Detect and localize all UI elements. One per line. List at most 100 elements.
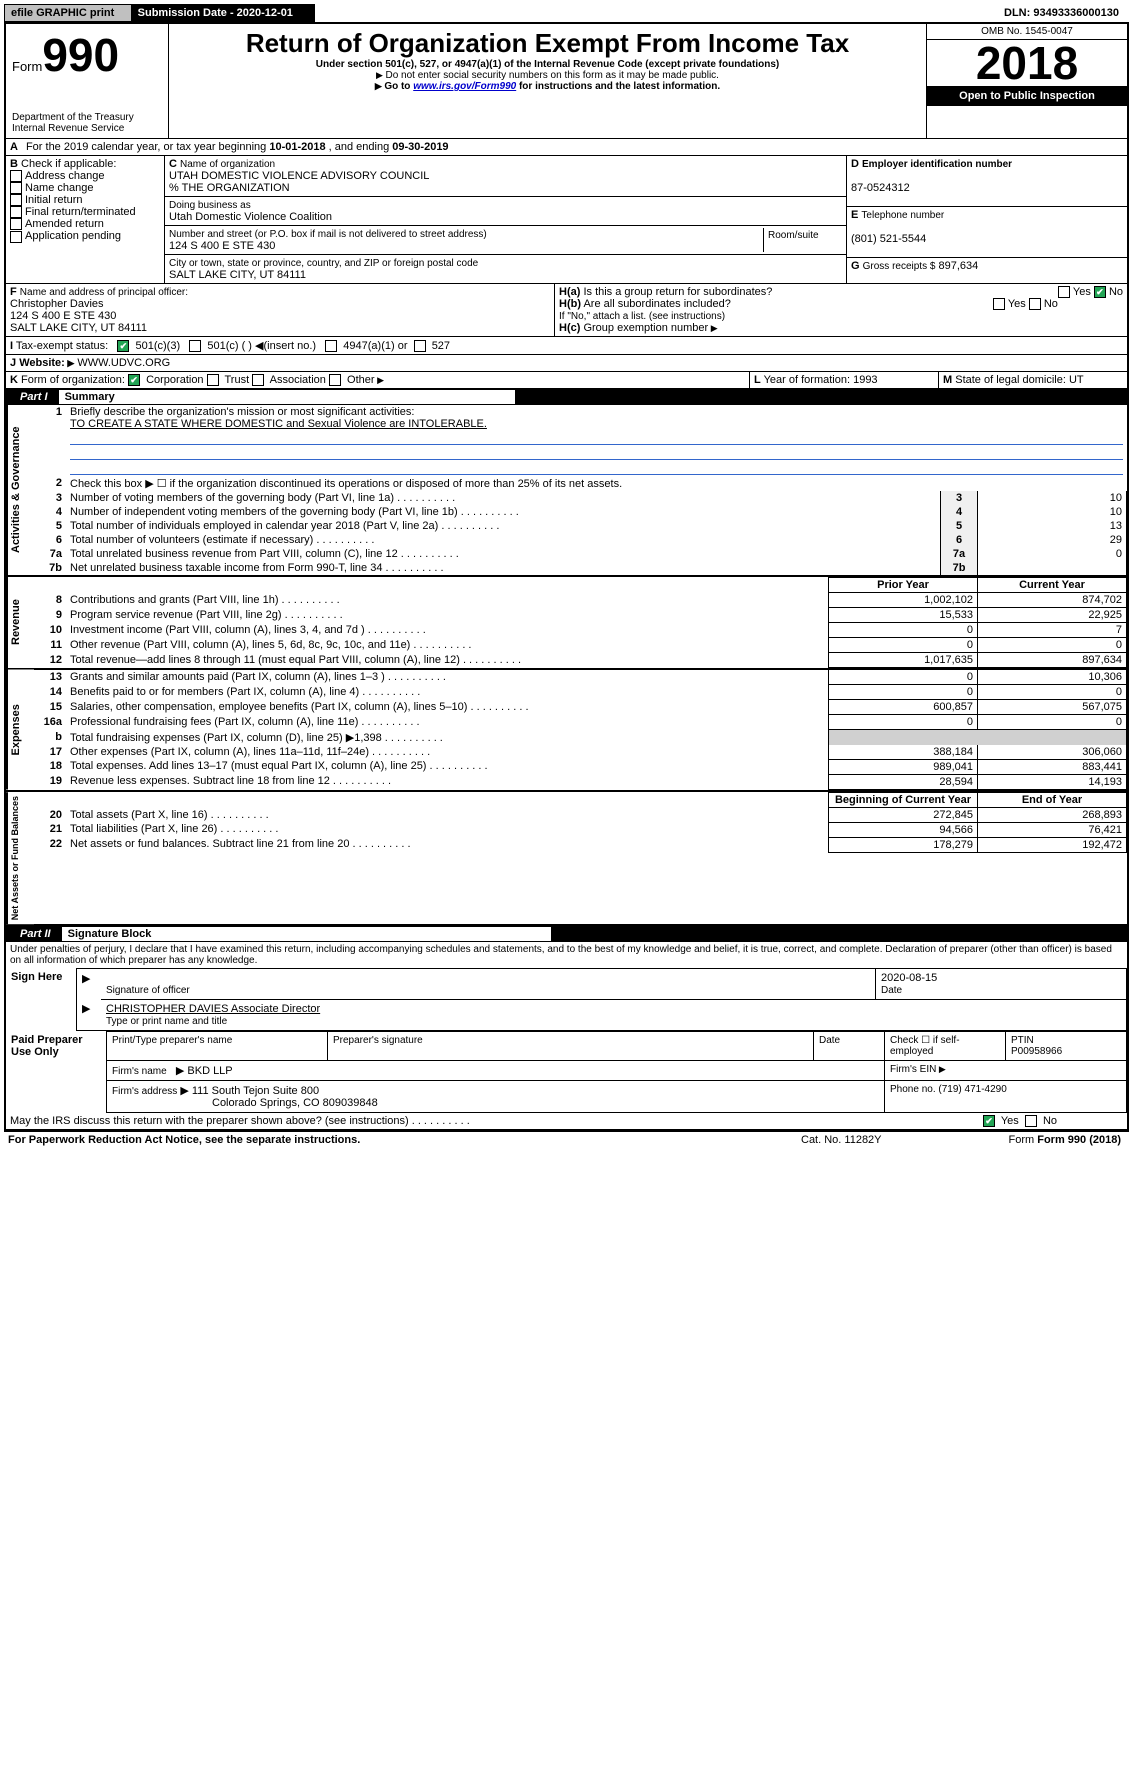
gov-row: 7bNet unrelated business taxable income … [34,561,1127,575]
top-bar: efile GRAPHIC print Submission Date - 20… [4,4,1125,22]
ha-yes[interactable] [1058,286,1070,298]
room-label: Room/suite [763,228,842,252]
data-row: 22Net assets or fund balances. Subtract … [34,837,1127,852]
irs-link[interactable]: www.irs.gov/Form990 [413,81,516,92]
cat-no: Cat. No. 11282Y [801,1134,981,1146]
sign-here-block: Sign Here ▶ Signature of officer 2020-08… [6,968,1127,1031]
prior-year-head: Prior Year [829,578,978,593]
tax-year-begin: 10-01-2018 [269,141,325,153]
opt-name: Name change [25,182,94,194]
form-subtitle: Under section 501(c), 527, or 4947(a)(1)… [175,59,920,70]
data-row: 17Other expenses (Part IX, column (A), l… [34,745,1127,760]
box-b-label: Check if applicable: [21,158,116,170]
paperwork-notice: For Paperwork Reduction Act Notice, see … [8,1134,801,1146]
gov-row: 6Total number of volunteers (estimate if… [34,533,1127,547]
hb-note: If "No," attach a list. (see instruction… [559,311,725,322]
cb-corp[interactable] [128,374,140,386]
pp-sig-label: Preparer's signature [328,1031,814,1060]
pp-name-label: Print/Type preparer's name [107,1031,328,1060]
paid-prep-label: Paid Preparer Use Only [6,1031,107,1112]
cb-527[interactable] [414,340,426,352]
box-c-label: Name of organization [180,159,275,170]
officer-addr2: SALT LAKE CITY, UT 84111 [10,322,147,334]
exp-lines-table: 13Grants and similar amounts paid (Part … [34,670,1127,790]
opt-501c: 501(c) ( ) [207,340,252,352]
opt-trust: Trust [224,374,249,386]
state-label: State of legal domicile: [955,374,1066,386]
form-frame: Form990 Department of the Treasury Inter… [4,22,1129,1132]
dept-treasury: Department of the Treasury Internal Reve… [12,112,162,134]
dln: DLN: 93493336000130 [987,5,1125,22]
gov-row: 5Total number of individuals employed in… [34,519,1127,533]
exp-label: Expenses [6,670,34,790]
perjury-text: Under penalties of perjury, I declare th… [6,942,1127,968]
data-row: 8Contributions and grants (Part VIII, li… [34,593,1127,608]
gov-row: 3Number of voting members of the governi… [34,491,1127,505]
tax-year-end: 09-30-2019 [392,141,448,153]
data-row: 21Total liabilities (Part X, line 26)94,… [34,822,1127,837]
data-row: 15Salaries, other compensation, employee… [34,700,1127,715]
na-label: Net Assets or Fund Balances [6,792,34,924]
data-row: 16aProfessional fundraising fees (Part I… [34,715,1127,730]
year-formation: 1993 [853,374,877,386]
firm-name: BKD LLP [187,1065,232,1077]
data-row: 9Program service revenue (Part VIII, lin… [34,608,1127,623]
org-dba: Utah Domestic Violence Coalition [169,211,332,223]
line-a-mid: , and ending [326,141,393,153]
ein: 87-0524312 [851,182,910,194]
checkbox-address[interactable] [10,170,22,182]
cb-other[interactable] [329,374,341,386]
website-url: WWW.UDVC.ORG [77,357,170,369]
data-row: 13Grants and similar amounts paid (Part … [34,670,1127,685]
city-label: City or town, state or province, country… [169,258,478,269]
org-name: UTAH DOMESTIC VIOLENCE ADVISORY COUNCIL [169,170,429,182]
cb-501c3[interactable] [117,340,129,352]
line-a-pre: For the 2019 calendar year, or tax year … [26,141,269,153]
discuss-no[interactable] [1025,1115,1037,1127]
sig-officer-label: Signature of officer [106,985,190,996]
ha-no[interactable] [1094,286,1106,298]
note-ssn: Do not enter social security numbers on … [175,70,920,81]
note-goto-pre: Go to [375,81,413,92]
hb-yes[interactable] [993,298,1005,310]
opt-final: Final return/terminated [25,206,136,218]
officer-name: Christopher Davies [10,298,104,310]
ptin-label: PTIN [1011,1035,1034,1046]
data-row: 19Revenue less expenses. Subtract line 1… [34,774,1127,789]
gov-label: Activities & Governance [6,405,34,575]
cb-assoc[interactable] [252,374,264,386]
sign-here-label: Sign Here [6,968,77,1030]
q1: Briefly describe the organization's miss… [70,406,414,418]
hc-label: Group exemption number [583,322,717,334]
form-word: Form [12,59,42,74]
part2-header: Part II Signature Block [6,924,1127,942]
checkbox-final[interactable] [10,206,22,218]
checkbox-name[interactable] [10,182,22,194]
checkbox-pending[interactable] [10,231,22,243]
submission-btn[interactable]: Submission Date - 2020-12-01 [131,5,314,22]
checkbox-initial[interactable] [10,194,22,206]
eoy-head: End of Year [978,792,1127,807]
opt-address: Address change [25,170,105,182]
opt-501c3: 501(c)(3) [135,340,180,352]
part1-label: Part I [12,391,56,403]
cb-4947[interactable] [325,340,337,352]
cb-501c[interactable] [189,340,201,352]
data-row: 14Benefits paid to or for members (Part … [34,685,1127,700]
prep-phone-label: Phone no. [890,1084,936,1095]
year-form-label: Year of formation: [764,374,850,386]
hb-no[interactable] [1029,298,1041,310]
na-lines-table: 20Total assets (Part X, line 16)272,8452… [34,808,1127,853]
part2-label: Part II [12,928,59,940]
efile-btn[interactable]: efile GRAPHIC print [5,5,132,22]
part1-header: Part I Summary [6,389,1127,405]
hb-label: Are all subordinates included? [583,298,730,310]
current-year-head: Current Year [978,578,1127,593]
discuss-yes[interactable] [983,1115,995,1127]
box-b: B Check if applicable: Address change Na… [6,156,165,283]
state-domicile: UT [1069,374,1084,386]
checkbox-amended[interactable] [10,218,22,230]
firm-ein-label: Firm's EIN [885,1060,1127,1080]
data-row: 20Total assets (Part X, line 16)272,8452… [34,808,1127,823]
cb-trust[interactable] [207,374,219,386]
